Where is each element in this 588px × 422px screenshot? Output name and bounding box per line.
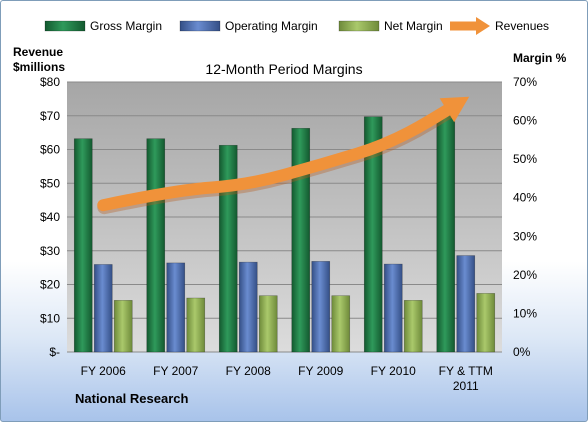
x-axis-ticks: FY 2006 FY 2007 FY 2008 FY 2009 FY 2010 FY & … <box>81 364 493 393</box>
bar-operating-margin <box>456 255 476 353</box>
x-tick-label: FY 2006 <box>81 364 126 378</box>
left-tick-label: $70 <box>40 109 60 123</box>
gridlines <box>67 81 502 353</box>
bars-group <box>73 112 496 353</box>
x-tick-label: FY 2010 <box>371 364 416 378</box>
bar-net-margin <box>476 293 496 353</box>
legend-swatch <box>44 20 86 32</box>
revenue-line <box>97 104 453 212</box>
left-tick-label: $20 <box>40 278 60 292</box>
chart-title: 12-Month Period Margins <box>205 61 362 77</box>
x-tick-label: FY 2008 <box>226 364 271 378</box>
right-tick-label: 30% <box>513 229 537 243</box>
bar-net-margin <box>258 295 278 353</box>
right-tick-label: 20% <box>513 268 537 282</box>
bar-net-margin <box>331 295 351 353</box>
bar-gross-margin <box>146 138 166 353</box>
left-axis-title-line2: $millions <box>13 60 65 74</box>
right-tick-label: 50% <box>513 152 537 166</box>
x-tick-label: 2011 <box>453 379 479 393</box>
legend-swatch <box>179 20 221 32</box>
right-tick-label: 60% <box>513 114 537 128</box>
source-label: National Research <box>75 391 188 406</box>
left-axis-title-line1: Revenue <box>13 45 63 59</box>
left-tick-label: $30 <box>40 244 60 258</box>
legend-swatch-arrowhead <box>476 17 490 35</box>
revenue-arrowhead <box>439 96 470 123</box>
legend-label: Revenues <box>495 19 549 33</box>
x-tick-label: FY 2007 <box>153 364 198 378</box>
legend-label: Operating Margin <box>225 19 318 33</box>
left-tick-label: $50 <box>40 176 60 190</box>
bar-gross-margin <box>363 116 383 353</box>
bar-operating-margin <box>238 261 258 353</box>
bar-net-margin <box>403 300 423 353</box>
right-tick-label: 10% <box>513 306 537 320</box>
left-axis-ticks: $- $10 $20 $30 $40 $50 $60 $70 $80 <box>40 75 60 359</box>
legend-swatch <box>338 20 380 32</box>
left-tick-label: $60 <box>40 143 60 157</box>
left-tick-label: $40 <box>40 210 60 224</box>
bar-net-margin <box>186 297 206 353</box>
left-tick-label: $80 <box>40 75 60 89</box>
right-axis-title: Margin % <box>513 51 567 65</box>
x-tick-label: FY 2009 <box>298 364 343 378</box>
bar-operating-margin <box>311 261 331 353</box>
legend-label: Net Margin <box>384 19 443 33</box>
legend: Gross Margin Operating Margin Net Margin Re… <box>44 17 549 35</box>
bar-gross-margin <box>436 112 456 353</box>
right-tick-label: 40% <box>513 191 537 205</box>
left-tick-label: $10 <box>40 311 60 325</box>
right-tick-label: 70% <box>513 75 537 89</box>
left-tick-label: $- <box>49 345 60 359</box>
bar-gross-margin <box>73 138 93 353</box>
right-axis-ticks: 0% 10% 20% 30% 40% 50% 60% 70% <box>513 75 537 359</box>
bar-operating-margin <box>166 262 186 353</box>
bar-net-margin <box>113 300 133 353</box>
x-tick-label: FY & TTM <box>439 364 493 378</box>
right-tick-label: 0% <box>513 345 531 359</box>
bar-operating-margin <box>383 263 403 353</box>
legend-label: Gross Margin <box>90 19 162 33</box>
bar-gross-margin <box>291 127 311 353</box>
bar-gross-margin <box>218 144 238 353</box>
revenue-line-group <box>97 96 470 215</box>
bar-operating-margin <box>93 264 113 353</box>
